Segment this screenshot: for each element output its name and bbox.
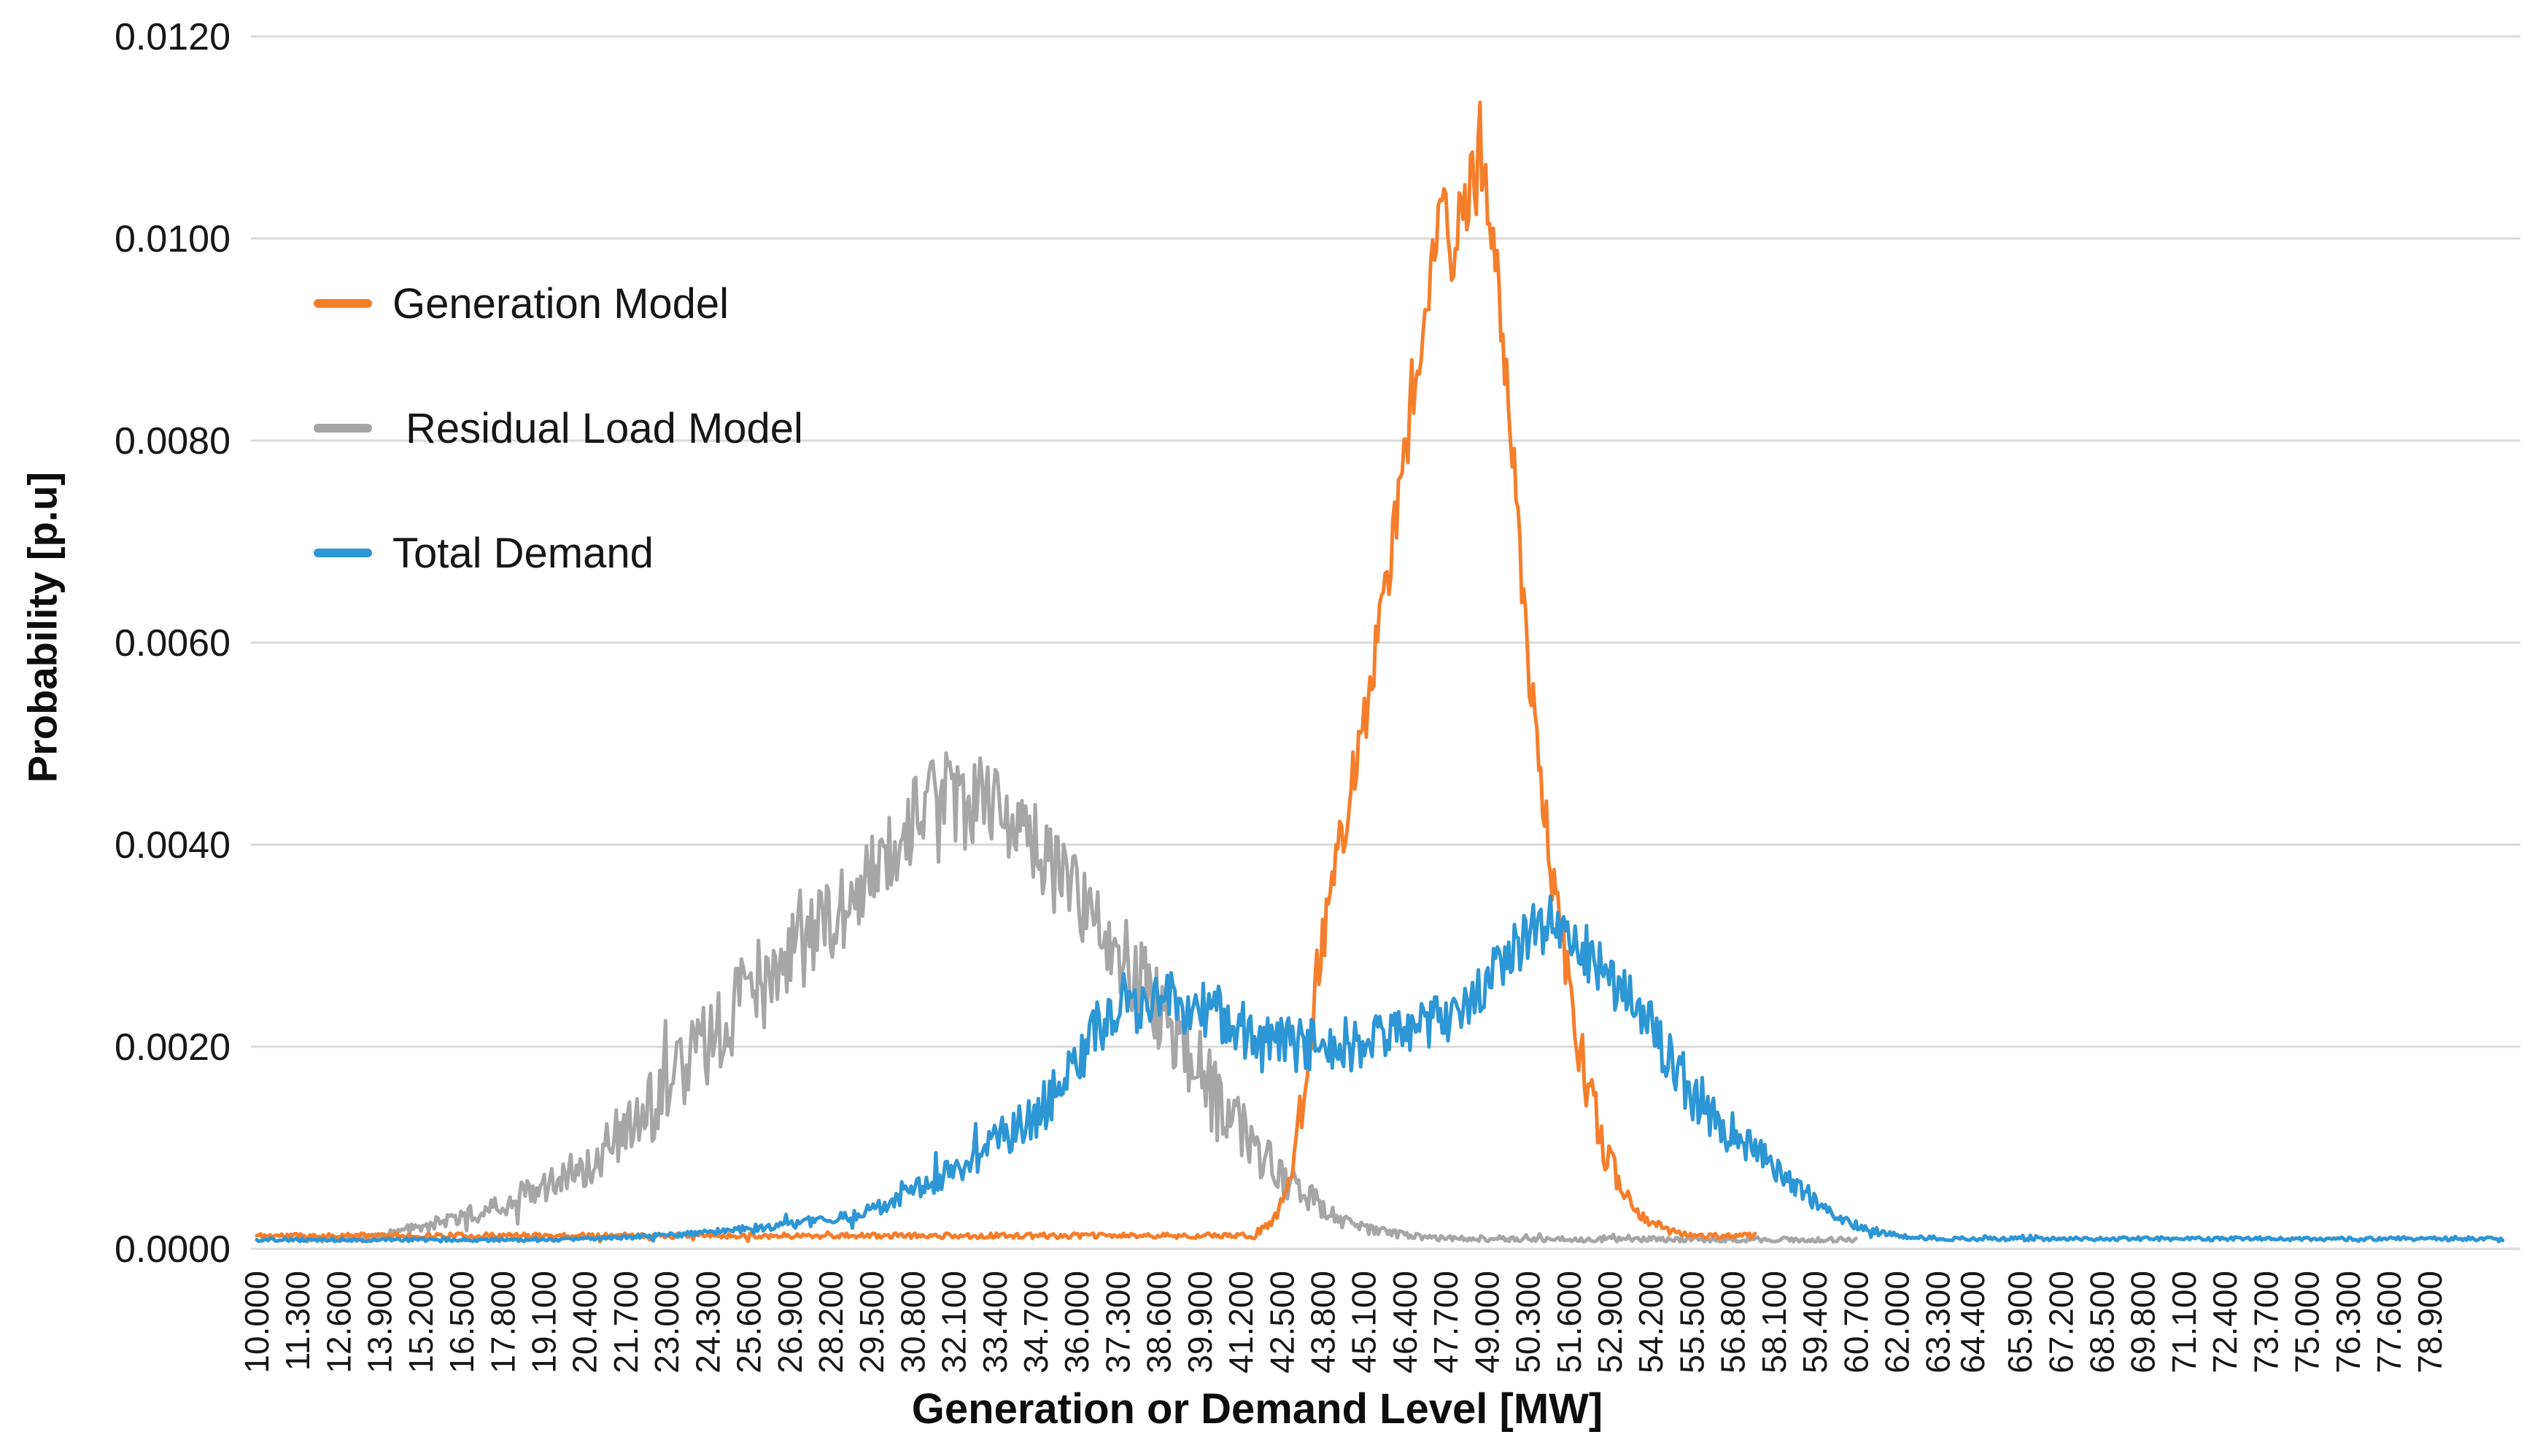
- y-axis-title: Probability [p.u]: [19, 471, 66, 783]
- x-tick-label: 21.700: [607, 1271, 645, 1374]
- legend-label: Total Demand: [392, 529, 654, 577]
- y-tick-label: 0.0080: [115, 420, 231, 462]
- y-tick-label: 0.0120: [115, 16, 231, 58]
- x-tick-label: 72.400: [2206, 1271, 2244, 1374]
- x-tick-label: 10.000: [238, 1271, 276, 1374]
- x-tick-label: 54.200: [1632, 1271, 1670, 1374]
- legend-item-generation-model: Generation Model: [314, 279, 803, 328]
- legend: Generation Model Residual Load Model Tot…: [314, 279, 803, 577]
- x-tick-label: 58.100: [1755, 1271, 1793, 1374]
- x-tick-label: 45.100: [1345, 1271, 1383, 1374]
- x-tick-label: 43.800: [1304, 1271, 1342, 1374]
- x-tick-label: 47.700: [1427, 1271, 1465, 1374]
- x-tick-label: 24.300: [689, 1271, 727, 1374]
- x-tick-label: 37.300: [1099, 1271, 1137, 1374]
- x-tick-label: 39.900: [1181, 1271, 1219, 1374]
- y-tick-label: 0.0020: [115, 1026, 231, 1069]
- legend-label: Residual Load Model: [406, 404, 803, 452]
- x-tick-label: 23.000: [648, 1271, 686, 1374]
- x-tick-label: 28.200: [812, 1271, 850, 1374]
- x-tick-label: 41.200: [1222, 1271, 1260, 1374]
- x-tick-label: 65.900: [2001, 1271, 2039, 1374]
- legend-swatch-generation-model: [314, 299, 372, 308]
- x-tick-label: 50.300: [1509, 1271, 1547, 1374]
- x-tick-label: 34.700: [1017, 1271, 1055, 1374]
- y-tick-label: 0.0100: [115, 218, 231, 260]
- x-tick-label: 75.000: [2288, 1271, 2326, 1374]
- series-line-residual-load-model: [305, 751, 1858, 1244]
- legend-label: Generation Model: [392, 279, 729, 328]
- x-tick-label: 78.900: [2411, 1271, 2449, 1374]
- legend-swatch-total-demand: [314, 549, 372, 557]
- legend-item-total-demand: Total Demand: [314, 529, 803, 577]
- x-tick-label: 19.100: [525, 1271, 563, 1374]
- x-tick-label: 49.000: [1468, 1271, 1506, 1374]
- x-tick-label: 51.600: [1550, 1271, 1588, 1374]
- legend-swatch-residual-load-model: [314, 424, 372, 433]
- x-tick-label: 26.900: [771, 1271, 809, 1374]
- x-tick-label: 38.600: [1140, 1271, 1178, 1374]
- x-tick-label: 16.500: [443, 1271, 481, 1374]
- x-tick-label: 73.700: [2247, 1271, 2285, 1374]
- y-tick-label: 0.0040: [115, 824, 231, 867]
- x-tick-label: 69.800: [2124, 1271, 2162, 1374]
- legend-item-residual-load-model: Residual Load Model: [314, 405, 803, 452]
- x-tick-label: 15.200: [402, 1271, 440, 1374]
- x-tick-label: 29.500: [853, 1271, 891, 1374]
- x-tick-label: 46.400: [1386, 1271, 1424, 1374]
- x-tick-label: 30.800: [894, 1271, 932, 1374]
- x-tick-label: 67.200: [2042, 1271, 2080, 1374]
- x-tick-label: 36.000: [1058, 1271, 1096, 1374]
- x-tick-label: 13.900: [361, 1271, 399, 1374]
- x-tick-label: 56.800: [1714, 1271, 1752, 1374]
- x-tick-label: 17.800: [484, 1271, 522, 1374]
- x-tick-label: 52.900: [1591, 1271, 1629, 1374]
- x-tick-label: 55.500: [1673, 1271, 1711, 1374]
- x-tick-label: 11.300: [279, 1271, 317, 1371]
- x-tick-label: 71.100: [2165, 1271, 2203, 1374]
- x-tick-label: 68.500: [2083, 1271, 2121, 1374]
- x-tick-label: 12.600: [320, 1271, 357, 1374]
- series-line-total-demand: [255, 894, 2505, 1244]
- x-tick-label: 63.300: [1919, 1271, 1957, 1374]
- x-tick-label: 77.600: [2370, 1271, 2408, 1374]
- x-tick-label: 20.400: [566, 1271, 604, 1374]
- x-tick-label: 76.300: [2329, 1271, 2367, 1374]
- x-tick-label: 60.700: [1837, 1271, 1875, 1374]
- x-tick-label: 33.400: [976, 1271, 1014, 1374]
- x-tick-label: 59.400: [1796, 1271, 1834, 1374]
- series-line-generation-model: [255, 101, 1757, 1244]
- x-tick-label: 62.000: [1878, 1271, 1916, 1374]
- x-tick-label: 64.400: [1954, 1271, 1991, 1374]
- x-tick-label: 32.100: [935, 1271, 973, 1374]
- y-tick-label: 0.0000: [115, 1228, 231, 1271]
- x-tick-label: 42.500: [1263, 1271, 1301, 1374]
- x-axis-title: Generation or Demand Level [MW]: [911, 1385, 1603, 1433]
- y-tick-label: 0.0060: [115, 622, 231, 665]
- x-tick-label: 25.600: [730, 1271, 768, 1374]
